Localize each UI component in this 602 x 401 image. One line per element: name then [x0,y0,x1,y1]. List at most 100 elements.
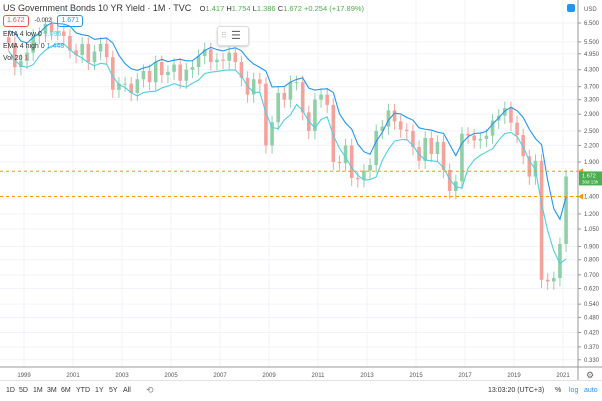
ohlc-values: O1.417 H1.754 L1.386 C1.672 +0.254 (+17.… [199,4,365,13]
candle-body [49,23,54,33]
range-ytd[interactable]: YTD [76,387,90,394]
drag-handle-icon[interactable]: ⠿ [221,31,227,40]
candle-body [380,126,385,131]
time-tick-label: 2001 [66,373,80,379]
last-price-badge [579,171,602,186]
floating-toolbar[interactable]: ⠿ ☰ [217,26,249,46]
log-toggle[interactable]: log [569,387,579,394]
price-tick-label: 0.620 [584,287,600,293]
price-tick-label: 3.700 [584,85,600,91]
candle-body [86,43,91,63]
candle-body [490,120,495,136]
candle-body [62,31,66,36]
time-tick-label: 1999 [17,373,31,379]
time-tick-label: 2007 [213,373,227,379]
candle-body [172,64,176,72]
candle-body [288,82,293,100]
candle-body [552,278,556,282]
range-all[interactable]: All [123,387,131,394]
candle-body [472,135,476,141]
currency-toggle-button[interactable] [567,4,575,12]
candle-body [160,62,164,76]
candle-body [447,169,452,191]
range-5y[interactable]: 5Y [109,387,118,394]
candle-body [313,99,317,131]
candle-body [215,59,219,63]
range-1m[interactable]: 1M [33,387,43,394]
auto-toggle[interactable]: auto [584,387,598,394]
range-5d[interactable]: 5D [19,387,28,394]
candle-body [13,42,17,68]
date-range-icon[interactable]: ⟲ [146,385,154,395]
candle-body [178,64,182,81]
candle-body [6,37,11,43]
candle-body [319,94,323,100]
countdown-label: 30d 13h [582,179,599,184]
candle-body [68,35,72,51]
price-tick-label: 1.400 [584,194,600,200]
price-tick-label: 0.540 [584,302,600,308]
currency-label: USD [584,7,597,13]
candle-body [166,71,170,76]
candle-body [509,108,513,123]
ask-badge[interactable]: 1.671 [57,15,83,27]
candle-body [325,94,329,105]
price-tick-label: 0.420 [584,331,600,337]
last-price-label: 1.672 [582,173,596,179]
candle-body [441,141,446,170]
candle-body [153,62,158,83]
range-3m[interactable]: 3M [47,387,57,394]
price-tick-label: 0.700 [584,273,600,279]
ema-high-line [8,22,567,221]
settings-gear-icon[interactable]: ⚙ [586,370,594,380]
candle-body [98,43,103,52]
candle-body [539,160,544,280]
indicator-volume[interactable]: Vol 20 1 [3,55,29,62]
symbol-title[interactable]: US Government Bonds 10 YR Yield · 1M · T… [3,3,192,13]
range-1y[interactable]: 1Y [95,387,104,394]
price-tick-label: 1.050 [584,227,600,233]
candle-body [202,49,207,57]
time-tick-label: 2015 [409,373,423,379]
indicator-ema-low[interactable]: EMA 4 low 0 1.096 [3,31,62,38]
candle-body [331,104,336,162]
candle-body [190,67,195,70]
candle-body [294,82,299,84]
candle-body [521,135,525,157]
candle-body [392,110,397,122]
candle-body [460,133,464,182]
price-tick-label: 1.900 [584,160,600,166]
candle-body [196,56,201,68]
candle-body [92,51,97,63]
price-tick-label: 0.800 [584,258,600,264]
percent-toggle[interactable]: % [555,387,562,394]
candle-body [233,52,238,63]
clock[interactable]: 13:03:20 (UTC+3) [488,387,545,394]
candle-body [435,141,440,154]
candle-body [111,57,115,90]
price-chart[interactable]: 1999 2001 2003 2005 2007 2009 2011 2013 2015 2017… [0,0,602,380]
candle-body [349,145,354,178]
candle-body [484,135,489,139]
time-tick-label: 2021 [556,373,570,379]
time-tick-label: 2017 [458,373,472,379]
candle-body [43,23,48,34]
candle-body [515,122,519,136]
time-tick-label: 2013 [360,373,374,379]
chart-legend: US Government Bonds 10 YR Yield · 1M · T… [3,3,364,13]
candle-body [104,43,109,58]
bid-badge[interactable]: 1.672 [3,15,29,27]
candle-body [117,83,121,90]
candle-body [300,82,305,113]
candle-body [251,79,256,95]
range-6m[interactable]: 6M [61,387,71,394]
candle-body [429,137,434,154]
price-tick-label: 4.300 [584,68,600,74]
candle-body [147,71,152,83]
candle-body [386,110,391,127]
range-1d[interactable]: 1D [6,387,15,394]
candle-body [527,156,532,177]
sort-lines-icon[interactable]: ☰ [231,30,241,42]
indicator-ema-high[interactable]: EMA 4 high 0 1.448 [3,43,65,50]
candle-body [184,69,189,81]
